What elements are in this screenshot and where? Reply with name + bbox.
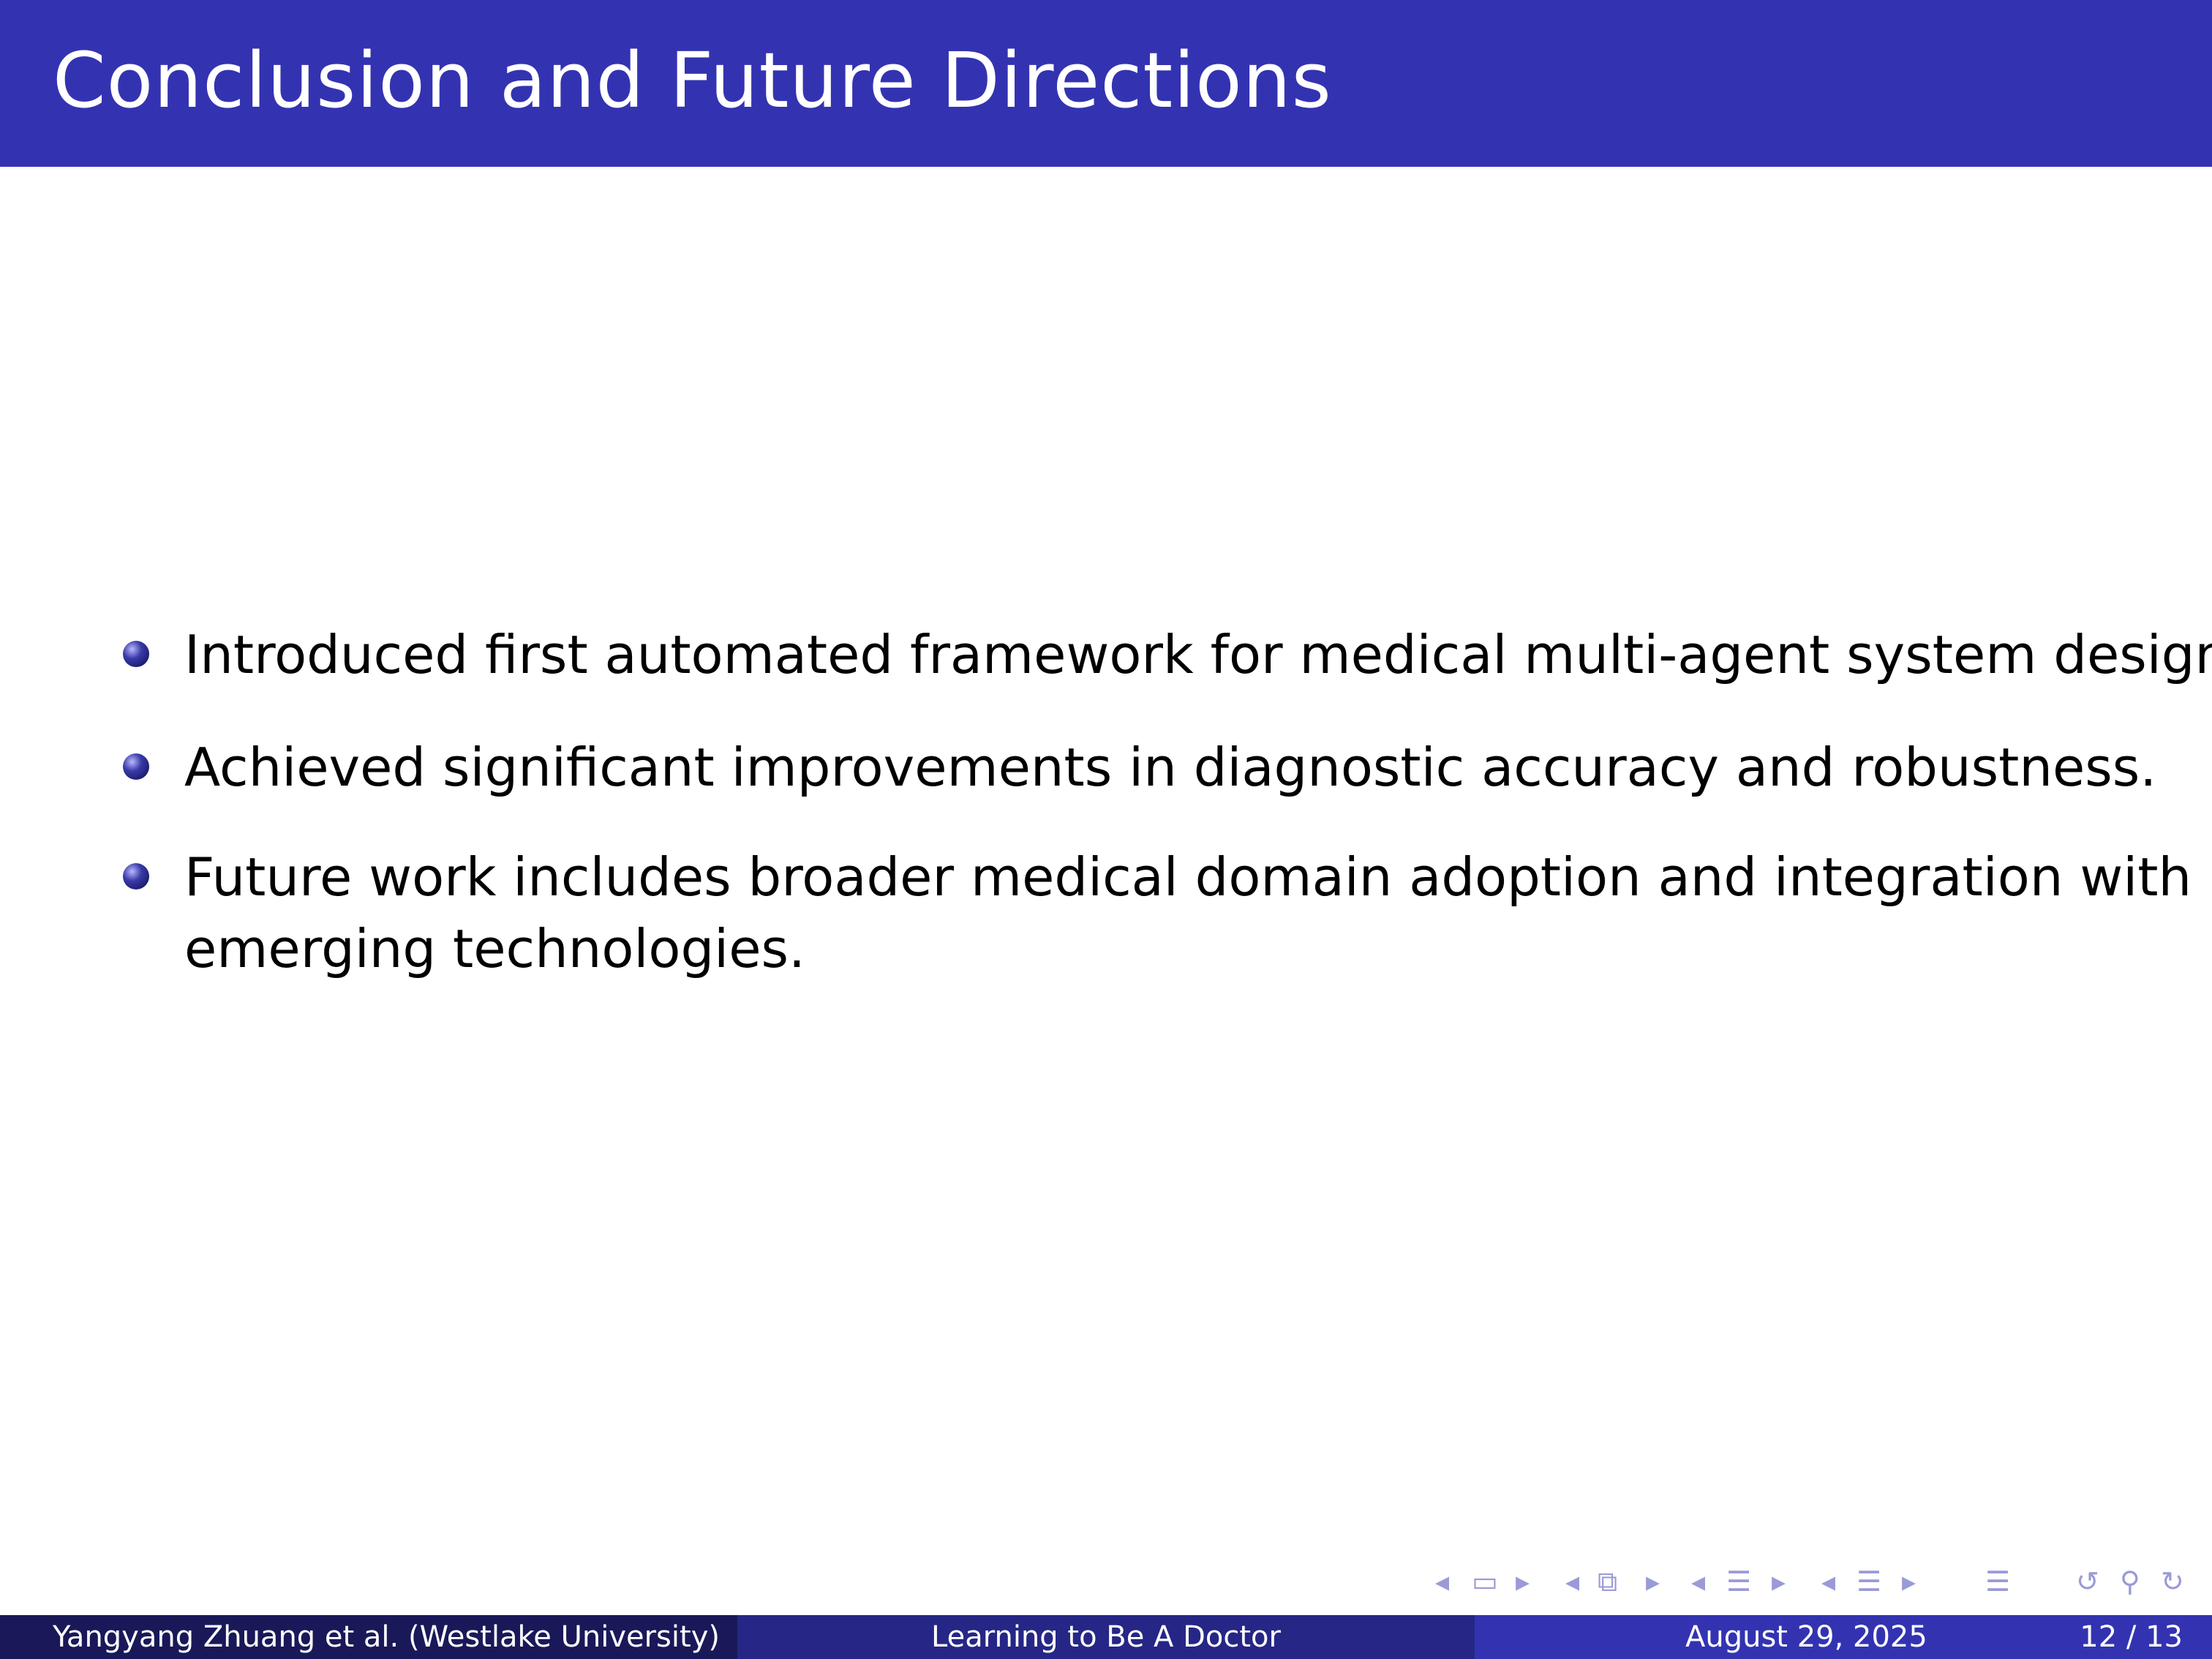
arrow-right-icon[interactable]: ▸ — [1902, 1565, 1916, 1598]
footer-date-section: August 29, 2025 12 / 13 — [1475, 1615, 2212, 1659]
bullet-icon — [123, 753, 149, 780]
subsection-icon[interactable]: ⧉ — [1598, 1565, 1618, 1598]
bullet-icon — [123, 641, 149, 667]
align-icon[interactable]: ☰ — [1856, 1565, 1882, 1598]
footer-author: Yangyang Zhuang et al. (Westlake Univers… — [53, 1620, 720, 1654]
slide-title: Conclusion and Future Directions — [53, 36, 1332, 125]
bullet-item-1: Introduced first automated framework for… — [184, 624, 2212, 685]
slide-header: Conclusion and Future Directions — [0, 0, 2212, 167]
section-icon[interactable]: ☰ — [1726, 1565, 1752, 1598]
arrow-left-icon[interactable]: ◂ — [1821, 1565, 1836, 1598]
arrow-right-icon[interactable]: ▸ — [1516, 1565, 1530, 1598]
arrow-left-icon[interactable]: ◂ — [1691, 1565, 1706, 1598]
arrow-left-icon[interactable]: ◂ — [1565, 1565, 1580, 1598]
arrow-right-icon[interactable]: ▸ — [1772, 1565, 1786, 1598]
bullet-item-2: Achieved significant improvements in dia… — [184, 737, 2157, 798]
forward-icon[interactable]: ↻ — [2161, 1565, 2184, 1598]
arrow-right-icon[interactable]: ▸ — [1646, 1565, 1660, 1598]
footer-author-section: Yangyang Zhuang et al. (Westlake Univers… — [0, 1615, 737, 1659]
footer-short-title: Learning to Be A Doctor — [931, 1620, 1281, 1654]
frame-icon[interactable]: ▭ — [1472, 1565, 1498, 1598]
back-icon[interactable]: ↺ — [2076, 1565, 2099, 1598]
search-icon[interactable]: ⚲ — [2120, 1565, 2140, 1598]
bullet-item-3-line-2: emerging technologies. — [184, 918, 805, 979]
beamer-navigation: ◂ ▭ ▸ ◂ ⧉ ▸ ◂ ☰ ▸ ◂ ☰ ▸ ☰ ↺ ⚲ ↻ — [1426, 1560, 2202, 1603]
outline-icon[interactable]: ☰ — [1985, 1565, 2011, 1598]
bullet-item-3-line-1: Future work includes broader medical dom… — [184, 846, 2192, 908]
bullet-icon — [123, 863, 149, 889]
footer-page-number: 12 / 13 — [2080, 1620, 2183, 1654]
footer-date: August 29, 2025 — [1685, 1620, 1927, 1654]
footer-title-section: Learning to Be A Doctor — [737, 1615, 1475, 1659]
slide-footer: Yangyang Zhuang et al. (Westlake Univers… — [0, 1615, 2212, 1659]
arrow-left-icon[interactable]: ◂ — [1435, 1565, 1450, 1598]
